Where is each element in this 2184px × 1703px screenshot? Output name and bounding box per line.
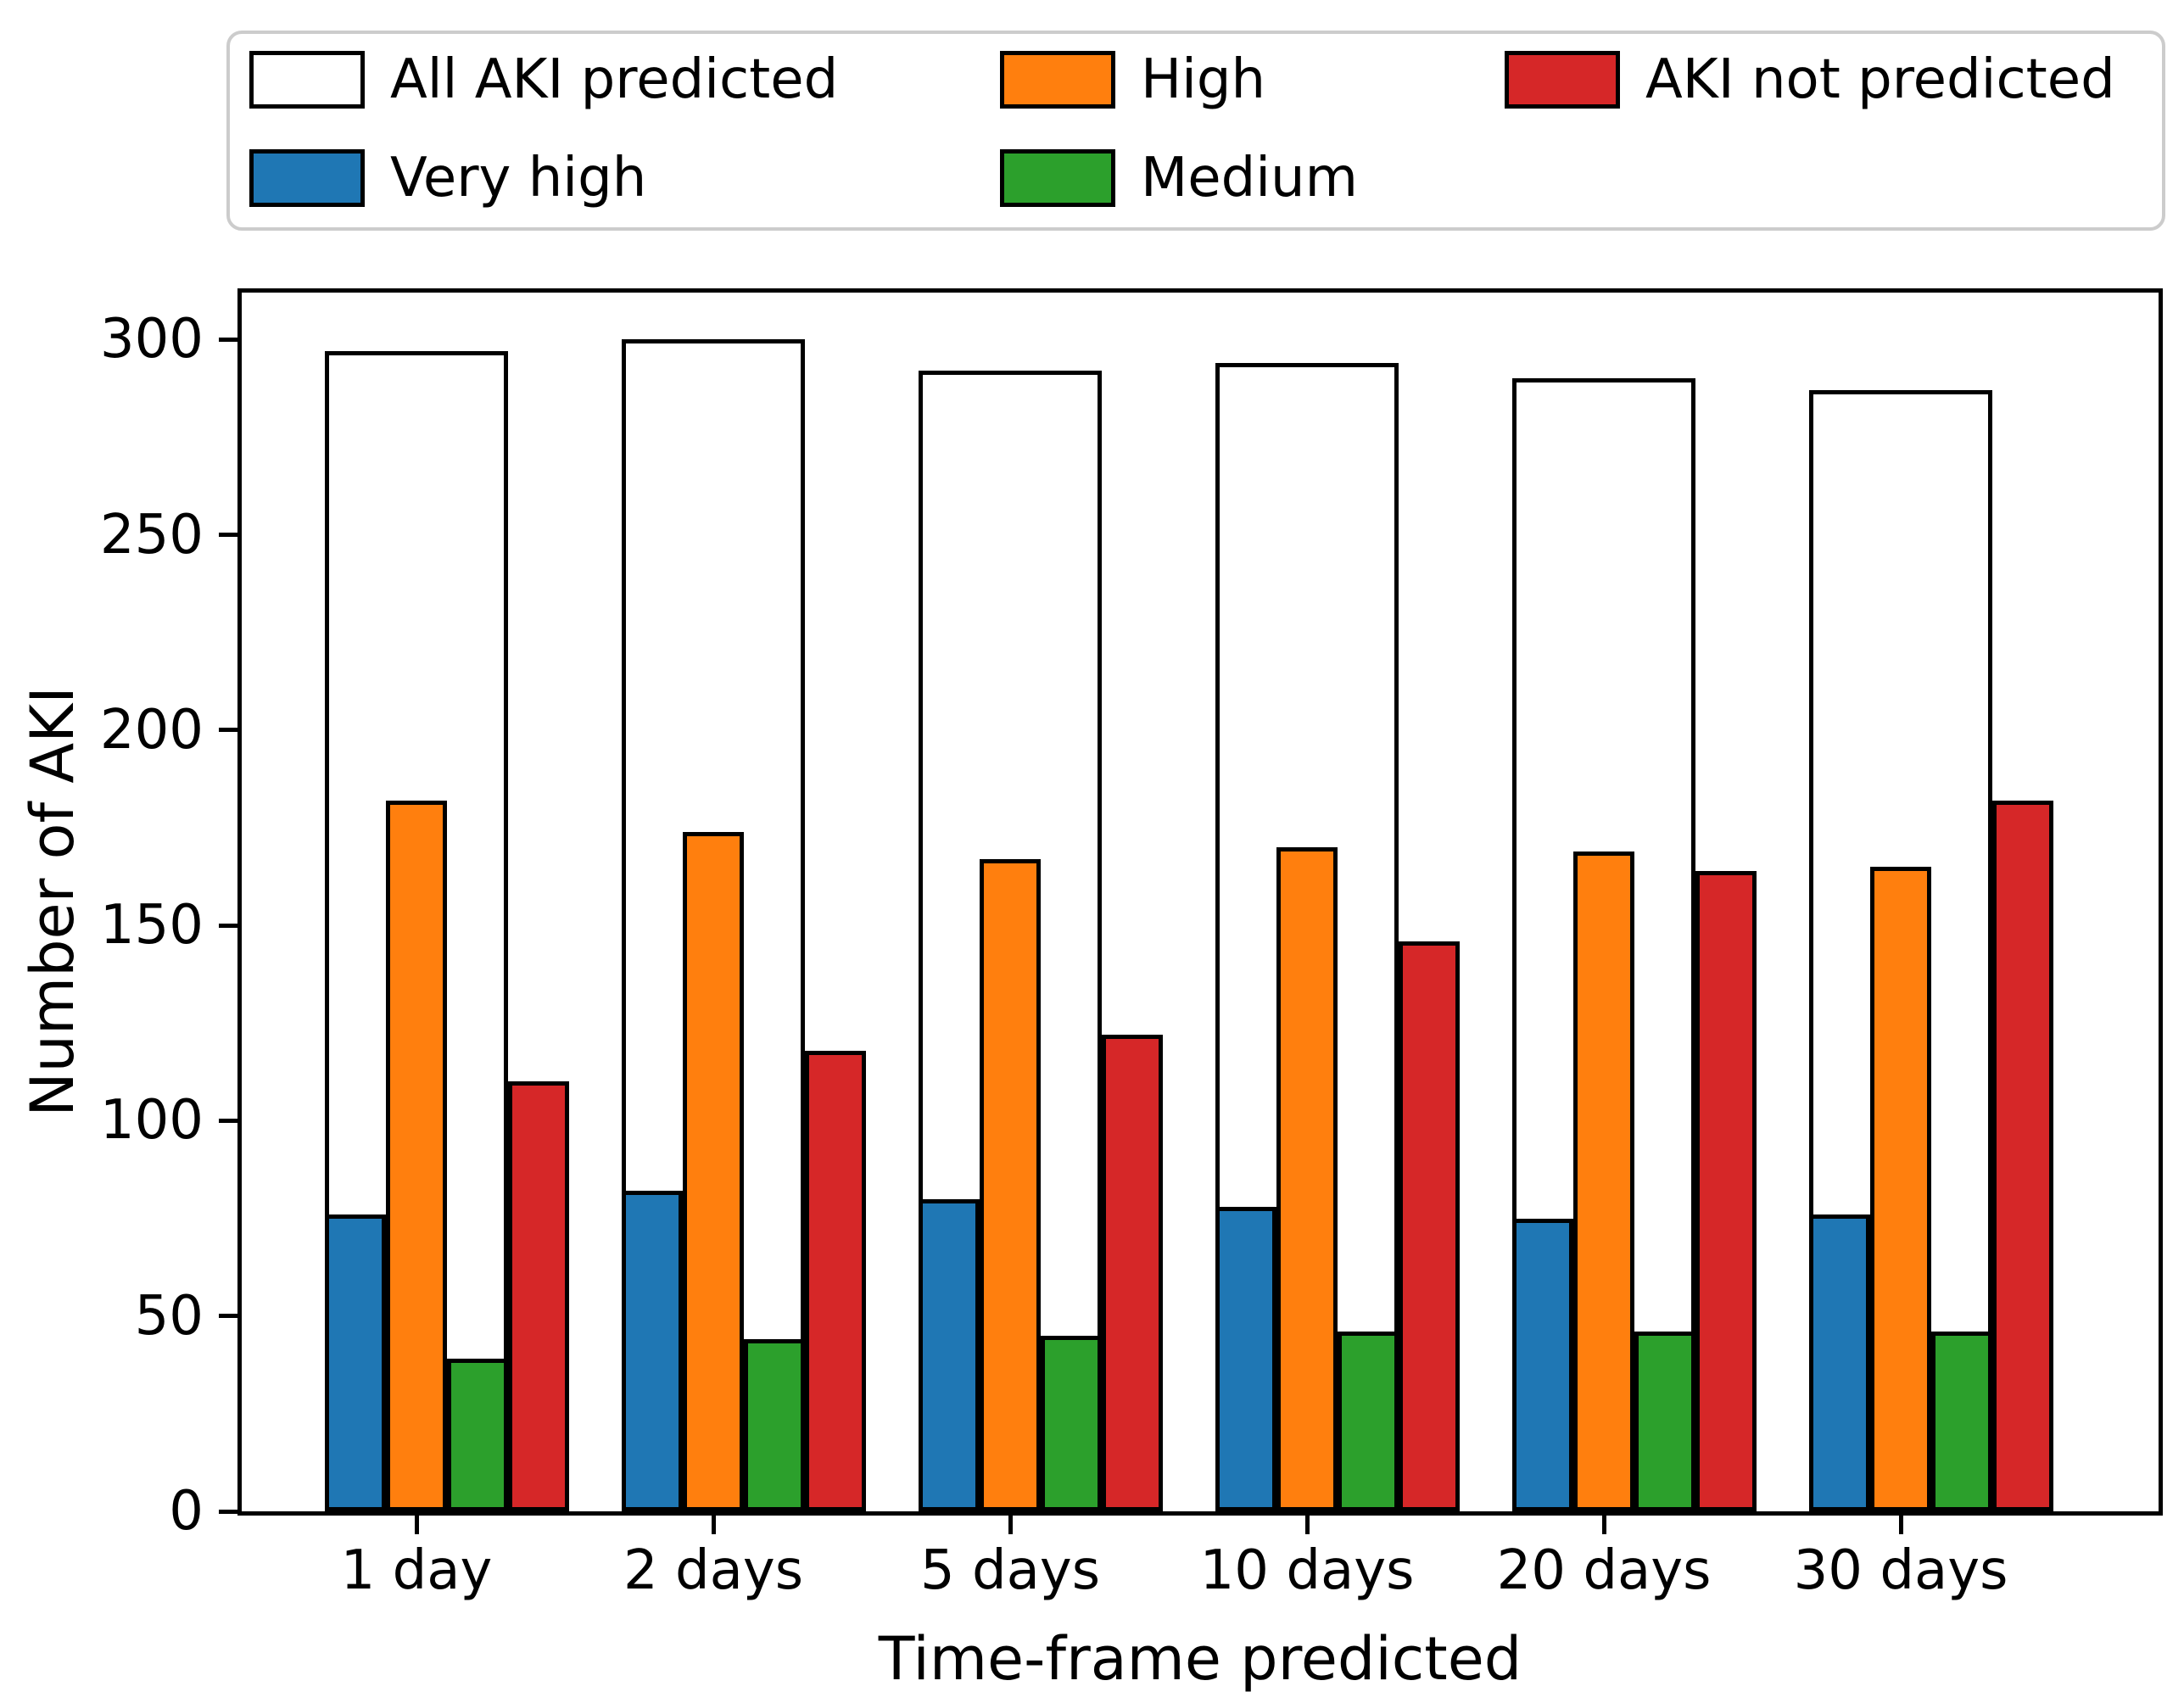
bar-very-high-20-days [1512, 1218, 1573, 1511]
x-tick-label: 1 day [340, 1539, 493, 1602]
x-tick [1898, 1511, 1903, 1534]
bar-aki-not-predicted-30-days [1992, 800, 2053, 1511]
all-aki-predicted-swatch [249, 51, 365, 109]
bar-high-1-day [386, 800, 447, 1511]
x-tick [711, 1511, 716, 1534]
medium-swatch [1000, 149, 1115, 207]
legend-item-all-aki-predicted: All AKI predicted [249, 47, 838, 112]
bar-aki-not-predicted-10-days [1399, 941, 1460, 1511]
bar-high-2-days [683, 831, 744, 1511]
high-swatch [1000, 51, 1115, 109]
very-high-swatch [249, 149, 365, 207]
bar-medium-10-days [1338, 1332, 1399, 1511]
legend-item-label: High [1141, 48, 1266, 111]
legend-item-high: High [1000, 47, 1265, 112]
x-tick-label: 30 days [1793, 1539, 2008, 1602]
legend-item-medium: Medium [1000, 146, 1358, 210]
y-axis-label: Number of AKI [18, 686, 87, 1117]
bar-medium-1-day [447, 1359, 508, 1511]
y-tick-label: 50 [134, 1284, 204, 1348]
bar-aki-not-predicted-5-days [1102, 1035, 1163, 1511]
y-tick-label: 200 [99, 698, 204, 762]
y-tick-label: 100 [99, 1089, 204, 1153]
x-tick [1008, 1511, 1013, 1534]
bar-high-10-days [1276, 847, 1338, 1511]
x-tick-label: 5 days [919, 1539, 1101, 1602]
bar-medium-2-days [744, 1339, 805, 1511]
y-tick-label: 0 [169, 1480, 204, 1543]
y-tick-label: 150 [99, 894, 204, 958]
x-tick [1304, 1511, 1310, 1534]
bar-very-high-1-day [325, 1214, 386, 1511]
x-tick-label: 2 days [623, 1539, 804, 1602]
legend-item-label: Very high [390, 147, 647, 209]
bar-high-20-days [1573, 851, 1634, 1511]
bar-very-high-30-days [1809, 1214, 1870, 1511]
bar-medium-5-days [1041, 1335, 1102, 1511]
bar-high-30-days [1870, 867, 1931, 1511]
y-tick [219, 1509, 237, 1514]
legend-item-very-high: Very high [249, 146, 646, 210]
y-tick [219, 1118, 237, 1123]
legend-item-aki-not-predicted: AKI not predicted [1505, 47, 2115, 112]
bar-very-high-5-days [919, 1198, 980, 1511]
bar-aki-not-predicted-2-days [805, 1050, 866, 1511]
bar-high-5-days [980, 858, 1041, 1511]
aki-not-predicted-swatch [1505, 51, 1620, 109]
x-tick [1601, 1511, 1606, 1534]
legend-item-label: Medium [1141, 147, 1358, 209]
x-tick [414, 1511, 419, 1534]
y-tick [219, 337, 237, 342]
y-tick [219, 923, 237, 928]
legend: All AKI predicted Very high High Medium … [226, 31, 2165, 231]
y-tick [219, 728, 237, 733]
y-tick [219, 533, 237, 538]
x-axis-label: Time-frame predicted [878, 1624, 1522, 1694]
plot-area: 1 day 2 days 5 days 10 days 20 days 30 days 0 5… [100, 288, 2163, 1602]
bar-very-high-2-days [622, 1191, 683, 1511]
bar-medium-20-days [1634, 1332, 1695, 1511]
bar-medium-30-days [1931, 1332, 1992, 1511]
y-tick-label: 250 [99, 503, 204, 567]
bar-very-high-10-days [1215, 1206, 1276, 1511]
x-tick-label: 10 days [1199, 1539, 1415, 1602]
legend-item-label: All AKI predicted [390, 48, 839, 111]
bar-aki-not-predicted-20-days [1695, 870, 1757, 1511]
legend-item-label: AKI not predicted [1645, 48, 2115, 111]
x-tick-label: 20 days [1496, 1539, 1712, 1602]
bar-aki-not-predicted-1-day [508, 1081, 569, 1511]
y-tick [219, 1314, 237, 1319]
y-tick-label: 300 [99, 308, 204, 371]
